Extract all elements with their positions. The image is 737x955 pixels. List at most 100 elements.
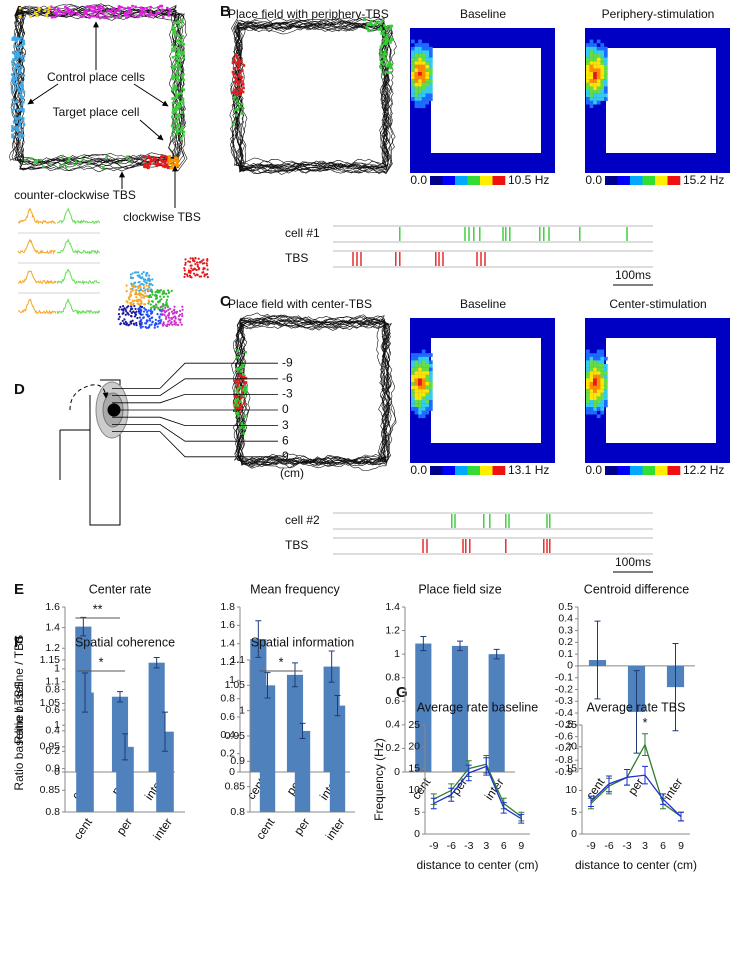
cluster-point bbox=[135, 321, 138, 325]
spike-dot bbox=[160, 155, 163, 159]
cluster-point bbox=[143, 307, 146, 310]
heatmap-cell bbox=[429, 385, 433, 390]
spike-dot bbox=[128, 8, 131, 12]
spike-dot bbox=[382, 30, 386, 33]
spike-dot bbox=[90, 14, 93, 18]
spike-dot bbox=[117, 13, 120, 16]
cluster-point bbox=[193, 268, 197, 271]
spike-dot bbox=[383, 51, 387, 55]
cluster-point bbox=[147, 277, 150, 280]
heatmap-cell bbox=[421, 46, 426, 51]
spike-dot bbox=[181, 20, 184, 23]
spike-dot bbox=[82, 14, 85, 18]
heatmap-cell bbox=[593, 374, 597, 379]
cluster-point bbox=[156, 325, 159, 328]
bar bbox=[156, 731, 174, 812]
heatmap-cell bbox=[596, 93, 601, 98]
cluster-point bbox=[206, 258, 209, 261]
cluster-point bbox=[137, 303, 140, 306]
cluster-point bbox=[127, 324, 130, 327]
heatmap-cell bbox=[418, 82, 422, 87]
cluster-point bbox=[158, 289, 161, 292]
spike-dot bbox=[101, 12, 105, 15]
spike-dot bbox=[236, 356, 239, 359]
heatmap-cell bbox=[596, 364, 601, 368]
cluster-point bbox=[143, 280, 146, 283]
y-tick-label: 1 bbox=[394, 648, 400, 660]
spike-dot bbox=[68, 156, 71, 160]
spike-dot bbox=[170, 115, 174, 119]
heatmap-cell bbox=[418, 360, 422, 365]
cluster-point bbox=[144, 325, 147, 329]
heatmap-cell bbox=[411, 75, 415, 80]
heatmap-cell bbox=[418, 97, 422, 101]
spike-dot bbox=[59, 164, 62, 167]
heatmap-cell bbox=[425, 392, 430, 397]
spike-dot bbox=[22, 59, 26, 62]
spike-dot bbox=[179, 137, 183, 141]
cluster-point bbox=[154, 318, 157, 321]
spike-dot bbox=[363, 18, 367, 21]
heatmap-cell bbox=[414, 90, 419, 94]
heatmap-cell bbox=[411, 389, 415, 393]
spike-dot bbox=[365, 25, 368, 29]
y-tick-label: 0.2 bbox=[385, 742, 400, 754]
heatmap-cell bbox=[589, 43, 594, 47]
spike-dot bbox=[237, 62, 241, 66]
spike-dot bbox=[125, 12, 129, 15]
spike-dot bbox=[22, 123, 26, 127]
spike-dot bbox=[381, 19, 384, 23]
heatmap-cell bbox=[593, 82, 597, 87]
spike-dot bbox=[174, 61, 178, 65]
heatmap-cell bbox=[411, 371, 415, 375]
spike-dot bbox=[158, 158, 162, 161]
cluster-point bbox=[153, 308, 156, 311]
y-tick-label: 10 bbox=[408, 784, 420, 796]
spike-dot bbox=[123, 7, 126, 10]
colorbar-segment bbox=[605, 176, 618, 185]
raster-label: TBS bbox=[285, 251, 308, 265]
spike-dot bbox=[369, 23, 372, 27]
heatmap-cell bbox=[411, 392, 415, 397]
cluster-point bbox=[196, 263, 199, 267]
colorbar-segment bbox=[655, 176, 668, 185]
heatmap-cell bbox=[425, 61, 430, 65]
spike-dot bbox=[172, 128, 175, 132]
heatmap-cell bbox=[586, 360, 590, 365]
spike-dot bbox=[19, 120, 22, 123]
y-tick-label: 20 bbox=[408, 741, 420, 753]
y-tick-label: -0.5 bbox=[555, 719, 573, 731]
heatmap-cell bbox=[411, 64, 415, 69]
arrow bbox=[27, 83, 59, 105]
spike-dot bbox=[18, 133, 21, 137]
heatmap-cell bbox=[418, 57, 422, 62]
heatmap-cell bbox=[429, 396, 433, 401]
heatmap-cell bbox=[593, 385, 597, 390]
cluster-point bbox=[206, 264, 209, 267]
heatmap-cell bbox=[593, 396, 597, 401]
path-trace bbox=[236, 315, 390, 468]
colorbar-segment bbox=[442, 176, 456, 185]
cluster-point bbox=[151, 278, 154, 281]
heatmap-cell bbox=[429, 353, 433, 357]
spike-dot bbox=[176, 107, 179, 110]
spike-dot bbox=[95, 10, 98, 14]
spike-dot bbox=[119, 161, 122, 165]
heatmap-cell bbox=[418, 61, 422, 65]
heatmap-cell bbox=[586, 86, 590, 91]
spike-dot bbox=[123, 13, 127, 16]
spike-dot bbox=[147, 13, 151, 16]
heatmap-cell bbox=[429, 378, 433, 383]
spike-dot bbox=[369, 21, 372, 25]
spike-dot bbox=[387, 62, 391, 65]
heatmap-cell bbox=[414, 356, 419, 361]
spike-dot bbox=[390, 24, 394, 28]
bar bbox=[76, 692, 94, 812]
heatmap-cell bbox=[425, 64, 430, 69]
panel-label: G bbox=[396, 684, 408, 701]
raster-label: cell #2 bbox=[285, 513, 320, 527]
spike-dot bbox=[12, 75, 15, 78]
cluster-point bbox=[163, 314, 166, 317]
heatmap-cell bbox=[414, 410, 419, 415]
heatmap-cell bbox=[421, 64, 426, 69]
